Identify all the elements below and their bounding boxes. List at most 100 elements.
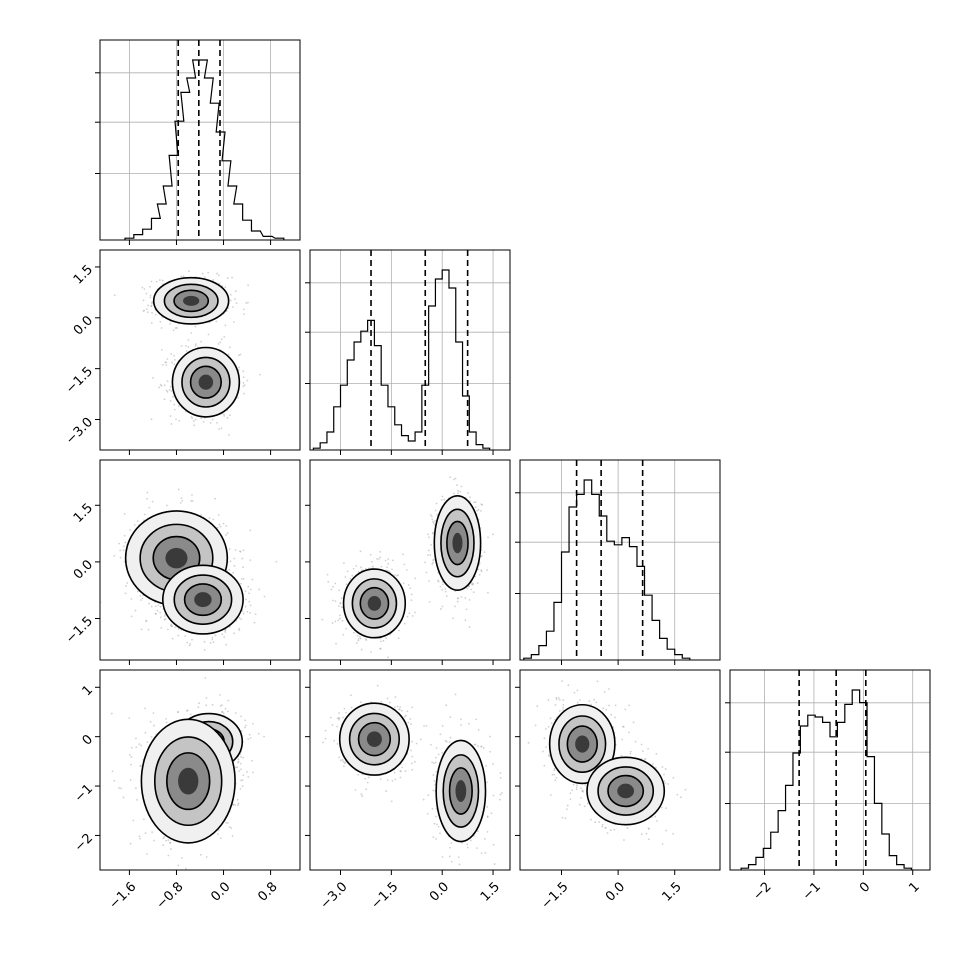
scatter-point xyxy=(477,568,480,571)
scatter-point xyxy=(427,533,429,536)
scatter-point xyxy=(113,294,116,297)
scatter-point xyxy=(441,583,444,586)
scatter-point xyxy=(152,377,154,379)
scatter-point xyxy=(359,637,362,640)
scatter-point xyxy=(189,713,192,716)
scatter-point xyxy=(334,620,337,623)
scatter-point xyxy=(339,602,342,605)
scatter-point xyxy=(229,293,232,296)
scatter-point xyxy=(341,619,344,622)
scatter-point xyxy=(140,628,143,631)
scatter-point xyxy=(238,550,241,553)
scatter-point xyxy=(167,854,170,857)
scatter-point xyxy=(143,513,146,516)
scatter-point xyxy=(203,649,206,651)
scatter-point xyxy=(201,272,204,275)
scatter-point xyxy=(122,545,125,548)
scatter-point xyxy=(249,529,252,532)
scatter-point xyxy=(221,710,224,713)
scatter-point xyxy=(242,385,245,388)
hist-frame xyxy=(309,249,511,451)
pair-content xyxy=(110,677,265,870)
scatter-point xyxy=(124,592,127,595)
scatter-point xyxy=(152,712,155,715)
scatter-point xyxy=(220,338,223,341)
scatter-point xyxy=(360,648,363,651)
scatter-point xyxy=(222,712,225,715)
scatter-point xyxy=(480,570,483,573)
scatter-point xyxy=(249,559,252,562)
scatter-point xyxy=(441,588,444,591)
scatter-point xyxy=(380,640,382,643)
scatter-point xyxy=(330,588,333,591)
scatter-point xyxy=(217,514,220,516)
scatter-point xyxy=(145,292,148,295)
scatter-point xyxy=(345,583,348,586)
scatter-point xyxy=(179,501,182,504)
scatter-point xyxy=(357,639,360,642)
scatter-point xyxy=(194,344,197,347)
scatter-point xyxy=(386,566,388,569)
hist-line-param-1 xyxy=(124,59,285,240)
scatter-point xyxy=(253,621,256,624)
scatter-point xyxy=(369,553,372,556)
scatter-point xyxy=(113,554,116,557)
scatter-point xyxy=(142,818,145,821)
scatter-point xyxy=(379,550,382,553)
scatter-point xyxy=(118,787,121,789)
scatter-point xyxy=(173,408,176,411)
scatter-point xyxy=(474,501,477,503)
scatter-point xyxy=(468,585,470,588)
scatter-point xyxy=(155,280,158,283)
pair-content xyxy=(321,476,494,659)
scatter-point xyxy=(151,500,154,503)
scatter-point xyxy=(143,288,146,290)
pair-panel-3-1 xyxy=(95,459,301,665)
pair-frame xyxy=(309,459,511,661)
scatter-point xyxy=(151,831,153,834)
scatter-point xyxy=(166,380,169,382)
contour-line xyxy=(173,289,210,313)
scatter-point xyxy=(232,571,235,574)
scatter-point xyxy=(379,647,382,650)
scatter-point xyxy=(449,476,452,479)
scatter-point xyxy=(464,619,467,622)
scatter-point xyxy=(469,496,471,499)
scatter-point xyxy=(234,548,237,551)
scatter-point xyxy=(243,313,246,316)
scatter-point xyxy=(436,514,439,516)
scatter-point xyxy=(160,626,163,629)
scatter-point xyxy=(472,583,474,586)
scatter-point xyxy=(332,599,334,602)
scatter-point xyxy=(163,614,166,617)
scatter-point xyxy=(432,532,434,535)
scatter-point xyxy=(180,345,183,347)
scatter-point xyxy=(169,415,172,417)
scatter-point xyxy=(244,719,247,722)
scatter-point xyxy=(397,637,400,640)
scatter-point xyxy=(249,611,251,614)
scatter-point xyxy=(428,600,431,603)
scatter-point xyxy=(382,639,385,642)
pair-panel-3-2 xyxy=(305,459,511,665)
scatter-point xyxy=(225,534,227,536)
scatter-point xyxy=(158,279,161,281)
scatter-point xyxy=(457,489,459,492)
scatter-point xyxy=(237,802,240,805)
scatter-point xyxy=(242,376,245,379)
scatter-point xyxy=(119,556,122,559)
scatter-point xyxy=(163,384,166,387)
scatter-point xyxy=(351,574,354,577)
scatter-point xyxy=(432,522,435,524)
scatter-point xyxy=(487,591,489,594)
scatter-point xyxy=(369,651,372,653)
scatter-point xyxy=(216,272,218,275)
scatter-point xyxy=(249,604,252,607)
scatter-point xyxy=(175,418,177,421)
scatter-point xyxy=(481,504,484,506)
scatter-point xyxy=(246,379,249,382)
scatter-point xyxy=(243,384,246,387)
scatter-point xyxy=(218,283,221,285)
scatter-point xyxy=(197,706,200,708)
scatter-point xyxy=(190,416,193,418)
